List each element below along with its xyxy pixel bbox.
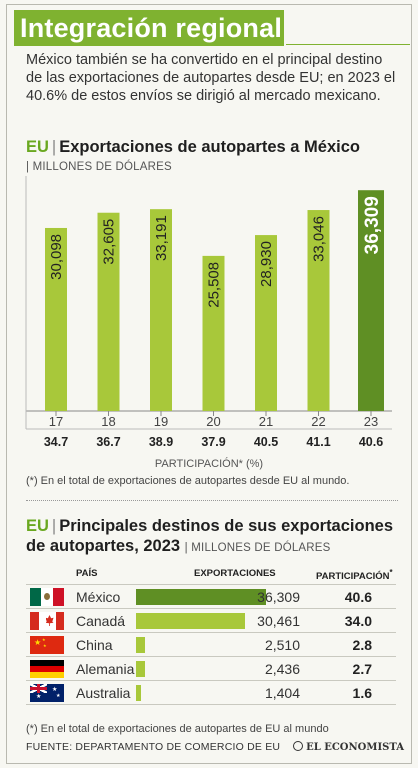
section1-unit-text: MILLONES DE DÓLARES xyxy=(32,161,172,173)
x-tick-label: 22 xyxy=(311,414,325,429)
participation-axis-label: PARTICIPACIÓN* (%) xyxy=(155,457,263,470)
x-tick-label: 21 xyxy=(259,414,273,429)
participation-value: 40.6 xyxy=(344,589,372,605)
section1-unit: | MILLONES DE DÓLARES xyxy=(26,161,172,173)
section2-unit-text: MILLONES DE DÓLARES xyxy=(191,542,331,554)
table-row: Alemania 2,436 2.7 xyxy=(26,656,396,680)
col-participation: PARTICIPACIÓN* xyxy=(316,568,393,582)
table-row: ★ ★ ★ China 2,510 2.8 xyxy=(26,632,396,656)
section1-prefix: EU xyxy=(26,138,49,156)
bar-21 xyxy=(255,235,277,411)
table-row: ★ ★ ★ Australia 1,404 1.6 xyxy=(26,680,396,704)
germany-flag-icon xyxy=(30,660,64,678)
note-1: (*) En el total de exportaciones de auto… xyxy=(26,475,350,487)
bar-17 xyxy=(45,227,67,411)
title-block: Integración regional xyxy=(14,6,410,46)
country-name: Canadá xyxy=(76,613,126,629)
country-name: Alemania xyxy=(76,661,135,677)
page-title: Integración regional xyxy=(20,13,283,43)
x-tick-label: 23 xyxy=(364,414,378,429)
divider xyxy=(26,500,398,501)
china-flag-icon: ★ ★ ★ xyxy=(30,636,64,654)
title-rule xyxy=(286,44,410,45)
section1-title: Exportaciones de autopartes a México xyxy=(59,138,360,156)
country-name: China xyxy=(76,637,113,653)
export-value: 2,436 xyxy=(264,661,300,677)
bar-value-label: 32,605 xyxy=(101,219,118,265)
participation-value: 41.1 xyxy=(306,435,330,449)
participation-value: 40.5 xyxy=(254,435,278,449)
table-bottom-rule xyxy=(26,704,396,705)
participation-value: 34.0 xyxy=(344,613,372,629)
section2-unit: | MILLONES DE DÓLARES xyxy=(184,542,331,554)
exports-bar-chart: 30,098 17 34.7 32,605 18 36.7 33,191 19 38.9 25,5… xyxy=(25,176,392,470)
x-tick-label: 18 xyxy=(101,414,115,429)
title-bar xyxy=(14,10,284,46)
participation-value: 1.6 xyxy=(352,685,372,701)
table-row: México 36,309 40.6 xyxy=(26,584,396,608)
bar-value-label: 33,191 xyxy=(153,215,170,261)
bar-19 xyxy=(150,209,172,411)
section2-title-line2: de autopartes, 2023 xyxy=(26,537,181,555)
australia-flag-icon: ★ ★ ★ xyxy=(30,684,64,702)
logo-text: EL ECONOMISTA xyxy=(306,742,404,753)
section1-heading: EU | Exportaciones de autopartes a México xyxy=(26,138,360,156)
publisher-logo: EL ECONOMISTA xyxy=(293,741,404,753)
section2-title-line1: Principales destinos de sus exportacione… xyxy=(59,517,394,535)
section2-prefix: EU xyxy=(26,517,49,535)
export-value: 36,309 xyxy=(257,589,300,605)
x-tick-label: 19 xyxy=(154,414,168,429)
section2-heading: EU | Principales destinos de sus exportaci… xyxy=(26,517,394,555)
logo-mark-icon xyxy=(293,741,304,751)
bar-value-label: 28,930 xyxy=(258,241,275,287)
col-exports: EXPORTACIONES xyxy=(194,568,276,579)
export-bar xyxy=(136,685,142,701)
export-bar xyxy=(136,589,266,605)
country-name: México xyxy=(76,589,121,605)
bar-23 xyxy=(358,190,384,411)
intro-text: México también se ha convertido en el pr… xyxy=(26,52,396,104)
note-2: (*) En el total de exportaciones de auto… xyxy=(26,723,329,735)
x-tick-label: 17 xyxy=(49,414,63,429)
participation-value: 36.7 xyxy=(96,435,120,449)
participation-value: 38.9 xyxy=(149,435,173,449)
participation-value: 2.7 xyxy=(352,661,372,677)
col-participation-mark: * xyxy=(389,568,393,577)
bar-22 xyxy=(307,210,330,411)
col-country: PAÍS xyxy=(76,568,98,579)
export-bar xyxy=(136,661,145,677)
participation-value: 40.6 xyxy=(359,435,383,449)
bar-value-label: 36,309 xyxy=(362,196,383,254)
bar-value-label: 33,046 xyxy=(311,216,328,262)
country-name: Australia xyxy=(76,685,131,701)
export-bar xyxy=(136,637,145,653)
export-value: 2,510 xyxy=(264,637,300,653)
participation-value: 34.7 xyxy=(44,435,68,449)
source: FUENTE: DEPARTAMENTO DE COMERCIO DE EU xyxy=(26,741,281,753)
mexico-flag-icon xyxy=(30,588,64,606)
bar-value-label: 25,508 xyxy=(206,262,223,308)
export-value: 30,461 xyxy=(257,613,300,629)
col-participation-text: PARTICIPACIÓN xyxy=(316,571,390,583)
export-value: 1,404 xyxy=(264,685,300,701)
table-row: Canadá 30,461 34.0 xyxy=(26,608,396,632)
x-tick-label: 20 xyxy=(206,414,220,429)
participation-value: 37.9 xyxy=(201,435,225,449)
bar-20 xyxy=(202,255,225,411)
table-header: PAÍS EXPORTACIONES PARTICIPACIÓN* xyxy=(26,562,396,582)
export-bar xyxy=(136,613,246,629)
bar-18 xyxy=(97,212,120,411)
participation-value: 2.8 xyxy=(352,637,372,653)
canada-flag-icon xyxy=(30,612,64,630)
bar-value-label: 30,098 xyxy=(48,234,65,280)
